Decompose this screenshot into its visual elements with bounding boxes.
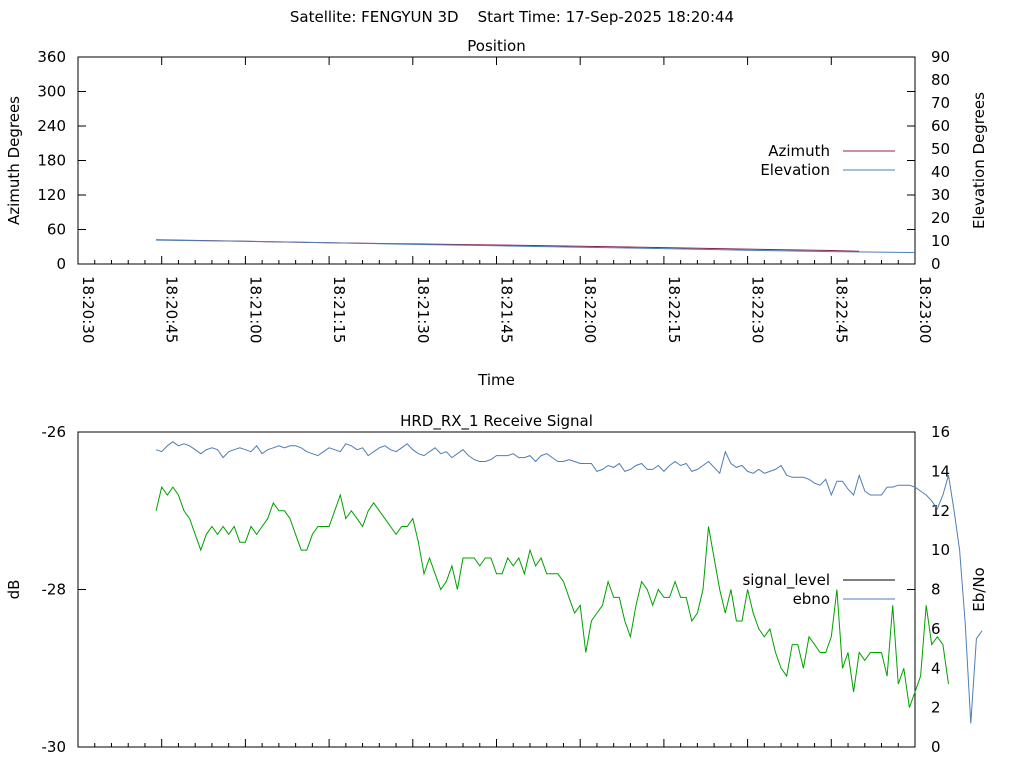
y-tick-label: 180 [37,152,66,170]
x-tick-label: 18:20:30 [79,276,97,343]
x-tick-label: 18:21:45 [498,276,516,343]
y2-tick-label: 6 [931,620,941,638]
legend-label: Elevation [760,161,830,179]
y-tick-label: 60 [47,221,66,239]
x-axis-label: Time [477,371,515,389]
y2-tick-label: 80 [931,71,950,89]
y2-axis-label: Elevation Degrees [970,92,988,229]
x-tick-label: 18:22:00 [581,276,599,343]
y-tick-label: -28 [42,581,67,599]
y-tick-label: 240 [37,117,66,135]
y2-tick-label: 20 [931,209,950,227]
series-line-elevation [156,239,916,253]
y2-axis-label: Eb/No [970,567,988,611]
y2-tick-label: 10 [931,232,950,250]
y-tick-label: 300 [37,83,66,101]
series-line-signal-level [155,485,949,708]
legend-label: ebno [793,590,830,608]
position-chart: Position 0 60 120 180 240 300 360 0 10 20 30 40 50 60 7… [5,37,988,389]
x-tick-label: 18:22:30 [749,276,767,343]
y2-tick-label: 16 [931,423,950,441]
y2-tick-label: 0 [931,738,941,756]
y2-tick-label: 30 [931,186,950,204]
x-tick-label: 18:21:30 [414,276,432,343]
y-tick-label: 360 [37,48,66,66]
x-tick-label: 18:20:45 [163,276,181,343]
series-line-ebno [155,441,983,724]
y2-tick-label: 50 [931,140,950,158]
y-axis-label: dB [5,580,23,600]
plot-frame [77,431,916,748]
y2-tick-label: 14 [931,462,950,480]
figure-title: Satellite: FENGYUN 3D Start Time: 17-Sep… [290,8,734,26]
y2-tick-label: 90 [931,48,950,66]
x-tick-label: 18:21:15 [330,276,348,343]
y-axis-label: Azimuth Degrees [5,96,23,225]
chart-title: HRD_RX_1 Receive Signal [400,412,593,431]
y2-tick-label: 60 [931,117,950,135]
chart-title: Position [467,37,525,55]
y-tick-label: 0 [56,255,66,273]
legend-label: signal_level [742,571,830,590]
y-tick-label: -26 [42,423,67,441]
y2-tick-label: 70 [931,94,950,112]
y2-tick-label: 8 [931,581,941,599]
legend-label: Azimuth [768,142,830,160]
x-tick-label: 18:22:15 [665,276,683,343]
y2-tick-label: 40 [931,163,950,181]
y-tick-label: 120 [37,186,66,204]
x-tick-label: 18:22:45 [832,276,850,343]
y2-tick-label: 2 [931,699,941,717]
x-tick-label: 18:23:00 [916,276,934,343]
receive-signal-chart: HRD_RX_1 Receive Signal -30 -28 -26 0 2 4 6 8 10 1… [5,412,988,756]
y2-tick-label: 0 [931,255,941,273]
y-tick-label: -30 [42,738,67,756]
y2-tick-label: 4 [931,659,941,677]
x-tick-label: 18:21:00 [246,276,264,343]
y2-tick-label: 10 [931,541,950,559]
